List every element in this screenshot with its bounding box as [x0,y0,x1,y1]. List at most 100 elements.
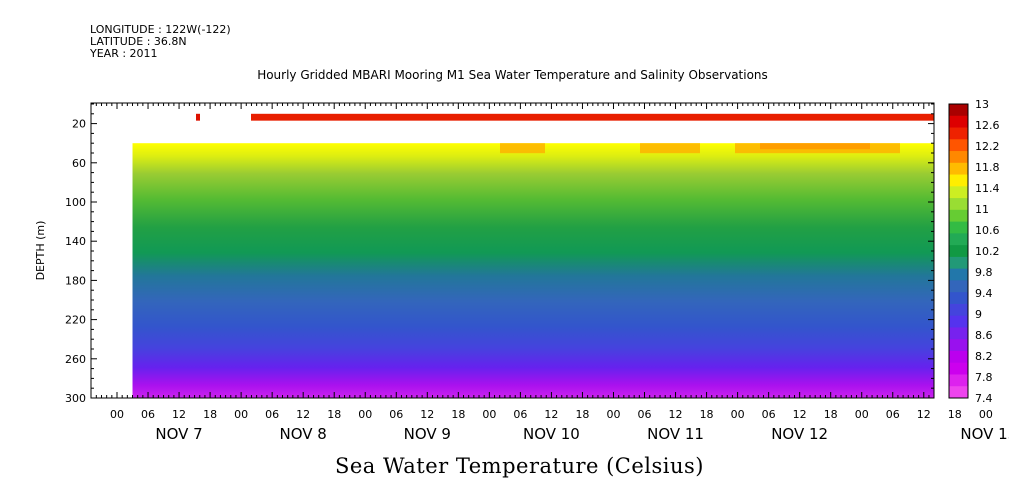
warm-surface-patch [500,143,545,154]
x-tick-label: 06 [638,408,652,421]
colorbar-label: 8.6 [975,329,993,342]
temperature-field [132,143,934,398]
colorbar-swatch [949,362,968,375]
plot-area [90,102,935,399]
surface-band [251,113,934,121]
x-tick-label: 12 [420,408,434,421]
y-tick-label: 20 [72,118,86,131]
colorbar-swatch [949,315,968,328]
colorbar-swatch [949,339,968,352]
colorbar-label: 9 [975,308,982,321]
colorbar-swatch [949,162,968,176]
x-tick-label: 18 [451,408,465,421]
x-tick-label: 12 [296,408,310,421]
colorbar: 13 12.6 12.2 11.8 11.4 11 10.6 10.2 9.8 9.4 9 8.6 8.… [948,98,1000,405]
y-tick-label: 180 [65,274,86,287]
x-day-label: NOV 12 [771,425,828,443]
colorbar-swatch [949,327,968,340]
x-tick-label: 00 [482,408,496,421]
colorbar-swatch [949,151,968,164]
colorbar-label: 8.2 [975,350,993,363]
colorbar-swatch [949,221,968,234]
colorbar-label: 7.4 [975,392,993,405]
x-day-label: NOV 9 [404,425,451,443]
colorbar-label: 11.8 [975,161,1000,174]
colorbar-swatch [949,209,968,223]
colorbar-swatch [949,174,968,187]
y-tick-label: 140 [65,235,86,248]
x-tick-label: 06 [265,408,279,421]
y-axis: 20 60 100 140 180 220 260 300 DEPTH (m) [34,103,934,405]
x-day-label: NOV 11 [647,425,704,443]
x-tick-label: 06 [886,408,900,421]
colorbar-swatch [949,198,968,211]
surface-band-cell [196,113,200,121]
colorbar-label: 11.4 [975,182,1000,195]
colorbar-swatch [949,186,968,199]
colorbar-swatch [949,245,968,258]
x-tick-label: 00 [979,408,993,421]
warm-surface-patch [760,143,870,150]
x-tick-label: 18 [327,408,341,421]
x-tick-label: 00 [358,408,372,421]
colorbar-label: 9.4 [975,287,993,300]
colorbar-swatch [949,104,968,117]
colorbar-label: 13 [975,98,989,111]
longitude-label: LONGITUDE : 122W(-122) [90,23,231,36]
x-axis-title: Sea Water Temperature (Celsius) [334,454,704,478]
colorbar-label: 10.2 [975,245,1000,258]
x-tick-label: 18 [948,408,962,421]
colorbar-swatch [949,292,968,305]
latitude-label: LATITUDE : 36.8N [90,35,187,48]
colorbar-label: 9.8 [975,266,993,279]
x-tick-label: 00 [234,408,248,421]
x-day-label: NOV 13 [960,425,1009,443]
x-tick-label: 18 [700,408,714,421]
colorbar-swatch [949,115,968,129]
colorbar-label: 12.2 [975,140,1000,153]
colorbar-swatch [949,280,968,293]
warm-surface-patch [640,143,700,154]
colorbar-label: 7.8 [975,371,993,384]
y-tick-label: 260 [65,353,86,366]
x-tick-label: 12 [669,408,683,421]
x-tick-label: 12 [793,408,807,421]
x-day-label: NOV 7 [155,425,202,443]
colorbar-swatch [949,268,968,281]
y-axis-title: DEPTH (m) [34,221,47,281]
x-tick-label: 00 [110,408,124,421]
x-tick-label: 00 [855,408,869,421]
x-day-label: NOV 8 [280,425,327,443]
year-label: YEAR : 2011 [90,47,158,60]
x-tick-label: 06 [141,408,155,421]
colorbar-frame [948,103,969,399]
colorbar-swatch [949,386,968,399]
colorbar-swatch [949,256,968,270]
colorbar-label: 10.6 [975,224,1000,237]
x-axis: 00 06 12 18 00 06 12 18 00 06 12 18 00 06 12 18 00 06 12 18… [95,103,1009,443]
x-tick-label: 12 [917,408,931,421]
colorbar-swatch [949,139,968,152]
y-tick-label: 100 [65,196,86,209]
x-tick-label: 06 [762,408,776,421]
x-tick-label: 00 [606,408,620,421]
x-tick-label: 12 [544,408,558,421]
x-tick-label: 18 [575,408,589,421]
colorbar-swatch [949,374,968,387]
chart-title: Hourly Gridded MBARI Mooring M1 Sea Wate… [257,68,768,82]
colorbar-label: 12.6 [975,119,1000,132]
colorbar-swatch [949,233,968,246]
x-day-label: NOV 10 [523,425,580,443]
colorbar-swatch [949,350,968,364]
x-tick-label: 00 [731,408,745,421]
x-tick-label: 18 [203,408,217,421]
x-tick-label: 12 [172,408,186,421]
y-tick-label: 220 [65,314,86,327]
x-tick-label: 06 [513,408,527,421]
colorbar-swatch [949,303,968,317]
metadata-block: LONGITUDE : 122W(-122) LATITUDE : 36.8N … [90,24,231,60]
y-tick-label: 60 [72,157,86,170]
colorbar-label: 11 [975,203,989,216]
x-tick-label: 18 [824,408,838,421]
